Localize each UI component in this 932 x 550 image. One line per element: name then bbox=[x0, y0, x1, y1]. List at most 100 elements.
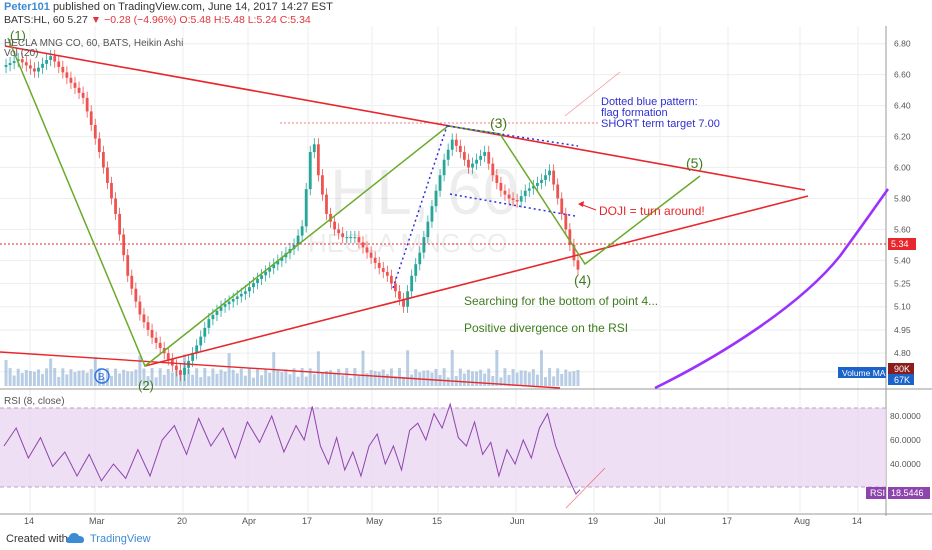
candle-body bbox=[8, 63, 12, 66]
volume-bar bbox=[114, 368, 118, 386]
price-axis-ticks: 6.80 6.60 6.40 6.20 6.00 5.80 5.60 5.40 5.25 5.10… bbox=[894, 39, 911, 377]
volume-bar bbox=[215, 373, 219, 386]
time-tick-label: Apr bbox=[242, 516, 256, 526]
volume-bar bbox=[324, 370, 328, 386]
volume-bar bbox=[446, 377, 450, 386]
candle-body bbox=[365, 247, 369, 253]
candle-body bbox=[77, 87, 81, 93]
divergence-note: Positive divergence on the RSI bbox=[464, 321, 628, 335]
candle-body bbox=[426, 221, 430, 238]
volume-bar bbox=[475, 371, 479, 386]
candle-body bbox=[442, 159, 446, 176]
volume-bar bbox=[24, 370, 28, 386]
candle-body bbox=[475, 159, 478, 164]
price-tick-label: 4.80 bbox=[894, 348, 911, 358]
doji-note: DOJI = turn around! bbox=[599, 204, 705, 218]
event-marker-label: B bbox=[98, 372, 105, 383]
candle-body bbox=[491, 163, 495, 176]
footer: Created with TradingView bbox=[0, 528, 932, 550]
volume-bar bbox=[556, 368, 560, 386]
volume-bar bbox=[170, 372, 174, 386]
candle-body bbox=[450, 139, 454, 150]
candle-body bbox=[341, 233, 345, 238]
volume-bar bbox=[134, 369, 138, 386]
price-tick-label: 5.60 bbox=[894, 224, 911, 234]
time-axis-ticks: 14 Mar 20 Apr 17 May 15 Jun 19 Jul 17 Aug 14 bbox=[24, 516, 862, 526]
candle-body bbox=[487, 152, 491, 164]
volume-bar bbox=[53, 368, 57, 386]
volume-bar bbox=[361, 350, 365, 386]
volume-bar bbox=[576, 369, 580, 386]
volume-bar bbox=[369, 369, 373, 386]
chart-canvas[interactable]: HL, 60 HECLA MNG CO (1) (2) (3) (4) (5) … bbox=[0, 26, 932, 528]
tradingview-cloud-icon bbox=[66, 533, 84, 543]
volume-bar bbox=[357, 375, 361, 386]
volume-bar bbox=[487, 368, 491, 386]
author-name[interactable]: Peter101 bbox=[4, 1, 50, 13]
lower-trendline bbox=[144, 195, 809, 367]
volume-bar bbox=[300, 368, 304, 386]
candle-body bbox=[422, 237, 426, 253]
volume-bar bbox=[483, 373, 487, 386]
tradingview-brand[interactable]: TradingView bbox=[90, 533, 151, 545]
volume-bar bbox=[527, 372, 531, 386]
flag-upper bbox=[447, 125, 579, 147]
volume-bar bbox=[65, 374, 69, 386]
candle-body bbox=[89, 111, 93, 125]
volume-bar bbox=[219, 369, 223, 386]
volume-bar bbox=[426, 370, 430, 386]
volume-bar bbox=[410, 374, 414, 386]
volume-badge-value: 90K bbox=[894, 364, 910, 374]
doji-arrowhead bbox=[578, 201, 584, 207]
price-badge-value: 5.34 bbox=[891, 239, 909, 249]
candle-body bbox=[122, 234, 126, 256]
event-marker[interactable] bbox=[94, 368, 110, 384]
volume-bar bbox=[223, 371, 227, 386]
candle-body bbox=[264, 271, 268, 276]
volume-bar bbox=[32, 371, 36, 386]
main-legend[interactable]: HECLA MNG CO, 60, BATS, Heikin Ashi bbox=[4, 38, 183, 49]
candle-body bbox=[398, 291, 401, 300]
flag-pole bbox=[392, 122, 449, 289]
candle-body bbox=[239, 293, 243, 297]
candle-body bbox=[53, 56, 57, 62]
candle-body bbox=[308, 152, 312, 190]
volume-bar bbox=[268, 372, 272, 386]
volume-legend[interactable]: Vol (20) bbox=[4, 48, 38, 59]
volume-bar bbox=[531, 369, 535, 386]
candle-body bbox=[276, 260, 280, 265]
candle-body bbox=[174, 365, 178, 371]
candle-body bbox=[93, 124, 97, 139]
volume-bar bbox=[450, 350, 454, 386]
volume-bar bbox=[130, 371, 134, 386]
rsi-tick-label: 60.0000 bbox=[890, 435, 921, 445]
candle-body bbox=[414, 264, 418, 276]
publish-line: Peter101 published on TradingView.com, J… bbox=[4, 1, 333, 13]
candle-body bbox=[215, 310, 219, 315]
rsi-tag bbox=[866, 487, 886, 499]
candle-body bbox=[523, 190, 527, 197]
candle-body bbox=[183, 367, 186, 375]
volume-bar bbox=[12, 375, 16, 386]
price-change: ▼ −0.28 (−4.96%) bbox=[90, 14, 177, 26]
candle-body bbox=[256, 278, 259, 284]
candle-body bbox=[231, 299, 235, 302]
time-tick-label: May bbox=[366, 516, 384, 526]
price-tick-label: 6.40 bbox=[894, 101, 911, 111]
candle-body bbox=[540, 179, 543, 183]
volume-bar bbox=[365, 373, 369, 386]
volume-bar bbox=[207, 376, 211, 386]
candle-body bbox=[33, 68, 36, 72]
rsi-legend[interactable]: RSI (8, close) bbox=[4, 396, 65, 407]
volume-bar bbox=[535, 374, 539, 386]
candle-body bbox=[85, 97, 89, 112]
price-tick-label: 6.00 bbox=[894, 163, 911, 173]
volume-bar bbox=[373, 371, 377, 386]
point-3-label: (3) bbox=[490, 115, 507, 131]
volume-bar bbox=[572, 371, 576, 386]
volume-ma-badge bbox=[888, 374, 914, 385]
quote-line: BATS:HL, 60 5.27 ▼ −0.28 (−4.96%) O:5.48… bbox=[4, 14, 311, 26]
volume-bar bbox=[235, 373, 239, 386]
volume-bar bbox=[166, 369, 170, 386]
flag-lower bbox=[449, 193, 576, 217]
